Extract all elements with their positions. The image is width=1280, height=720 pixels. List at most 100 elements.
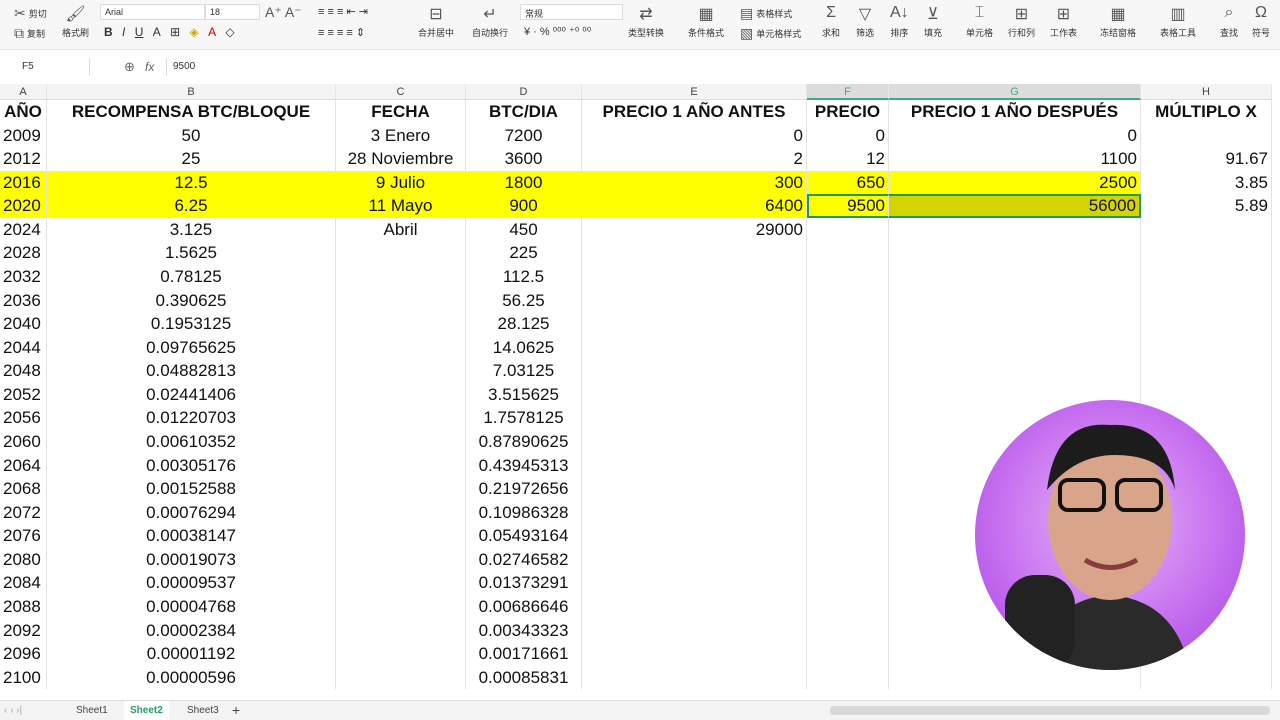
cell-A18[interactable]: 2072 — [0, 500, 47, 525]
underline-icon[interactable]: U — [134, 25, 144, 39]
strike-icon[interactable]: A — [152, 25, 161, 39]
column-title[interactable]: PRECIO — [807, 100, 889, 124]
cell-F11[interactable] — [807, 335, 889, 360]
cell-B19[interactable]: 0.00038147 — [47, 524, 336, 548]
cell-C18[interactable] — [336, 500, 466, 525]
table-tools-button[interactable]: ▥ 表格工具 — [1160, 6, 1197, 38]
cell-G9[interactable] — [889, 288, 1141, 313]
cell-A2[interactable]: 2009 — [0, 123, 47, 148]
format-painter-button[interactable]: 🖌 格式刷 — [62, 6, 90, 38]
cell-A10[interactable]: 2040 — [0, 312, 47, 336]
sort-button[interactable]: A↓ 排序 — [890, 4, 909, 38]
cell-B11[interactable]: 0.09765625 — [47, 335, 336, 360]
font-color-icon[interactable]: A — [208, 25, 217, 39]
cell-D11[interactable]: 14.0625 — [466, 335, 582, 360]
cell-H21[interactable] — [1141, 571, 1272, 595]
cell-A25[interactable]: 2100 — [0, 665, 47, 690]
tab-sheet2[interactable]: Sheet2 — [124, 701, 169, 720]
cell-E9[interactable] — [582, 288, 807, 313]
cell-F24[interactable] — [807, 642, 889, 666]
cell-E10[interactable] — [582, 312, 807, 336]
type-convert-button[interactable]: ⇄ 类型转换 — [628, 6, 665, 38]
cell-A15[interactable]: 2060 — [0, 429, 47, 454]
cell-H20[interactable] — [1141, 547, 1272, 572]
italic-icon[interactable]: I — [122, 25, 126, 39]
cell-B18[interactable]: 0.00076294 — [47, 500, 336, 525]
cell-E19[interactable] — [582, 524, 807, 548]
horizontal-scrollbar[interactable] — [830, 706, 1270, 715]
column-header-B[interactable]: B — [47, 84, 336, 100]
cell-B23[interactable]: 0.00002384 — [47, 618, 336, 643]
cell-F15[interactable] — [807, 429, 889, 454]
column-header-C[interactable]: C — [336, 84, 466, 100]
find-button[interactable]: ⌕ 查找 — [1220, 4, 1239, 38]
cell-F2[interactable]: 0 — [807, 123, 889, 148]
cell-button[interactable]: ⌶ 单元格 — [966, 4, 994, 38]
cell-B22[interactable]: 0.00004768 — [47, 594, 336, 619]
cell-G4[interactable]: 2500 — [889, 170, 1141, 195]
cell-D19[interactable]: 0.05493164 — [466, 524, 582, 548]
cell-B3[interactable]: 25 — [47, 147, 336, 171]
cell-C5[interactable]: 11 Mayo — [336, 194, 466, 218]
cell-C3[interactable]: 28 Noviembre — [336, 147, 466, 171]
cell-H19[interactable] — [1141, 524, 1272, 548]
cell-B9[interactable]: 0.390625 — [47, 288, 336, 313]
cell-G13[interactable] — [889, 382, 1141, 407]
cell-D15[interactable]: 0.87890625 — [466, 429, 582, 454]
cell-H23[interactable] — [1141, 618, 1272, 643]
cell-H7[interactable] — [1141, 241, 1272, 265]
cell-F25[interactable] — [807, 665, 889, 690]
cell-F18[interactable] — [807, 500, 889, 525]
cell-F20[interactable] — [807, 547, 889, 572]
cell-E18[interactable] — [582, 500, 807, 525]
font-grow-shrink[interactable]: A⁺ A⁻ — [265, 4, 302, 20]
cell-B16[interactable]: 0.00305176 — [47, 453, 336, 478]
cell-F22[interactable] — [807, 594, 889, 619]
cell-E7[interactable] — [582, 241, 807, 265]
number-buttons[interactable]: ¥ · % ⁰⁰⁰ ⁺⁰ ⁰⁰ — [524, 26, 592, 38]
cell-E13[interactable] — [582, 382, 807, 407]
cell-H12[interactable] — [1141, 359, 1272, 383]
cell-G6[interactable] — [889, 217, 1141, 242]
column-title[interactable]: BTC/DIA — [466, 100, 582, 124]
cell-E15[interactable] — [582, 429, 807, 454]
cell-A16[interactable]: 2064 — [0, 453, 47, 478]
cell-D8[interactable]: 112.5 — [466, 264, 582, 289]
cell-F21[interactable] — [807, 571, 889, 595]
cell-H14[interactable] — [1141, 406, 1272, 430]
cell-E17[interactable] — [582, 477, 807, 501]
cell-B14[interactable]: 0.01220703 — [47, 406, 336, 430]
cell-C16[interactable] — [336, 453, 466, 478]
cell-D23[interactable]: 0.00343323 — [466, 618, 582, 643]
cell-A7[interactable]: 2028 — [0, 241, 47, 265]
cell-D3[interactable]: 3600 — [466, 147, 582, 171]
cell-B21[interactable]: 0.00009537 — [47, 571, 336, 595]
cell-A13[interactable]: 2052 — [0, 382, 47, 407]
cell-H5[interactable]: 5.89 — [1141, 194, 1272, 218]
column-title[interactable]: RECOMPENSA BTC/BLOQUE — [47, 100, 336, 124]
cell-H10[interactable] — [1141, 312, 1272, 336]
cell-C22[interactable] — [336, 594, 466, 619]
fill-button[interactable]: ⊻ 填充 — [924, 6, 943, 38]
cell-C9[interactable] — [336, 288, 466, 313]
cell-A3[interactable]: 2012 — [0, 147, 47, 171]
cell-D22[interactable]: 0.00686646 — [466, 594, 582, 619]
cell-C4[interactable]: 9 Julio — [336, 170, 466, 195]
cell-F6[interactable] — [807, 217, 889, 242]
symbol-button[interactable]: Ω 符号 — [1252, 4, 1271, 38]
cell-A12[interactable]: 2048 — [0, 359, 47, 383]
cell-C15[interactable] — [336, 429, 466, 454]
cell-H4[interactable]: 3.85 — [1141, 170, 1272, 195]
font-select[interactable]: Arial — [100, 4, 205, 20]
column-header-E[interactable]: E — [582, 84, 807, 100]
column-header-A[interactable]: A — [0, 84, 47, 100]
cell-F17[interactable] — [807, 477, 889, 501]
cell-B13[interactable]: 0.02441406 — [47, 382, 336, 407]
row-col-button[interactable]: ⊞ 行和列 — [1008, 6, 1036, 38]
cell-G10[interactable] — [889, 312, 1141, 336]
cell-E2[interactable]: 0 — [582, 123, 807, 148]
cell-C6[interactable]: Abril — [336, 217, 466, 242]
cell-F19[interactable] — [807, 524, 889, 548]
cell-E14[interactable] — [582, 406, 807, 430]
cell-E22[interactable] — [582, 594, 807, 619]
